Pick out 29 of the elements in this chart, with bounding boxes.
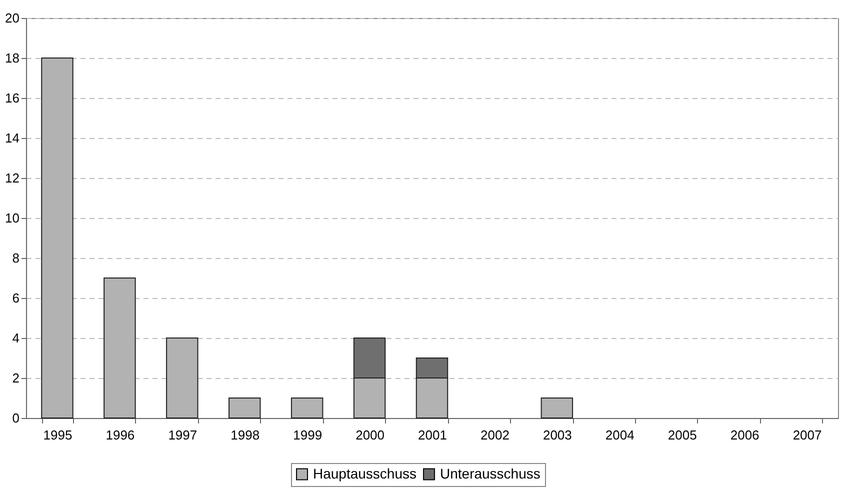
y-tick-label: 10 — [5, 210, 20, 226]
bar — [290, 398, 324, 418]
x-tick-label: 2004 — [605, 428, 634, 442]
x-tick-label: 2000 — [356, 428, 384, 442]
x-tick-label: 2006 — [730, 428, 760, 442]
bar — [540, 398, 574, 418]
legend-label: Hauptausschuss — [313, 465, 417, 482]
x-tick-label: 2005 — [668, 428, 697, 442]
x-tick-label: 1995 — [43, 428, 72, 442]
y-tick-label: 8 — [12, 250, 20, 266]
y-tick-label: 14 — [5, 130, 20, 146]
bar — [228, 398, 261, 418]
x-tick-label: 1999 — [293, 428, 322, 442]
y-tick-label: 6 — [12, 290, 20, 306]
y-tick-label: 20 — [5, 10, 20, 26]
y-tick-label: 18 — [5, 50, 20, 66]
y-tick-label: 0 — [12, 410, 20, 426]
x-tick-label: 2002 — [480, 428, 510, 442]
x-tick-label: 2001 — [418, 428, 447, 442]
x-tick-label: 2007 — [792, 428, 822, 442]
x-tick-label: 1997 — [168, 428, 198, 442]
y-tick-label: 2 — [12, 370, 20, 386]
y-tick-label: 12 — [5, 170, 20, 186]
x-tick-label: 1996 — [106, 428, 135, 442]
y-tick-label: 4 — [12, 330, 20, 346]
legend-label: Unterausschuss — [440, 465, 540, 482]
y-tick-label: 16 — [5, 90, 20, 106]
x-tick-label: 1998 — [230, 428, 260, 442]
x-tick-label: 2003 — [542, 428, 572, 442]
